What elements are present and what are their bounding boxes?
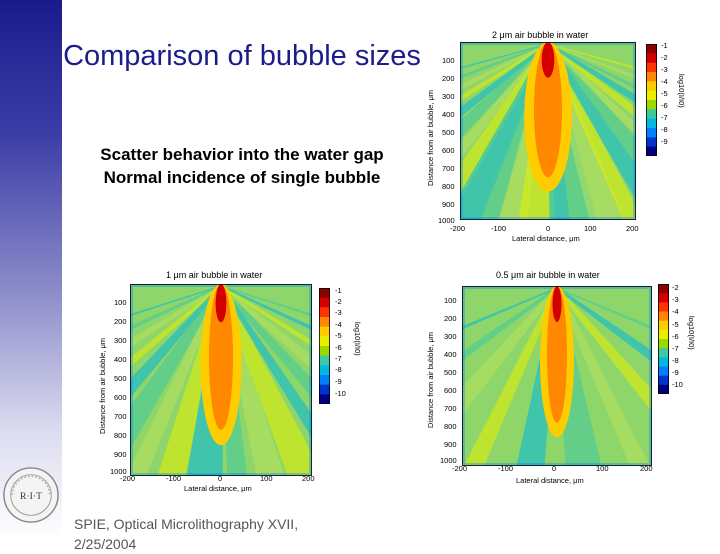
colorbar-segment (658, 339, 669, 349)
contour-plot-0-5um: 0.5 μm air bubble in water 100 200 300 4… (418, 266, 718, 498)
beam-inner (547, 286, 567, 423)
colorbar-segment (658, 293, 669, 303)
colorbar-label: log10(I/I0) (677, 74, 686, 108)
colorbar-segment (319, 394, 330, 404)
colorbar-segment (319, 288, 330, 299)
scatter-lobe (219, 286, 312, 398)
colorbar-segment (319, 346, 330, 357)
colorbar-segment (646, 44, 657, 54)
colorbar-segment (658, 357, 669, 367)
plot-frame (462, 286, 652, 466)
scatter-lobe (546, 44, 636, 167)
colorbar-segment (646, 62, 657, 73)
colorbar (319, 288, 330, 404)
rit-seal-logo: R·I·T (3, 467, 59, 523)
scatter-lobe (546, 44, 636, 118)
contour-plot-2um: 2 μm air bubble in water 100 200 300 400… (420, 28, 720, 248)
scatter-lobe (460, 44, 550, 160)
colorbar-segment (319, 307, 330, 318)
colorbar-segment (658, 302, 669, 312)
x-axis-label: Lateral distance, μm (184, 484, 252, 493)
scatter-lobe (546, 44, 636, 135)
scatter-lobe (462, 288, 559, 416)
scatter-lobe (546, 44, 636, 70)
scatter-lobe (462, 288, 559, 330)
scatter-lobe (219, 286, 312, 371)
scatter-lobe (219, 286, 312, 439)
colorbar-segment (319, 326, 330, 337)
colorbar-segment (319, 375, 330, 386)
bullet-2: Normal incidence of single bubble (103, 168, 381, 187)
colorbar-segment (658, 284, 669, 294)
scatter-lobe (219, 286, 312, 331)
colorbar (646, 44, 657, 156)
beam-core (552, 286, 562, 322)
colorbar-segment (319, 297, 330, 308)
colorbar-segment (658, 375, 669, 386)
colorbar-segment (646, 118, 657, 129)
colorbar-segment (646, 146, 657, 156)
colorbar-label: log10(I/I0) (687, 316, 696, 350)
colorbar-segment (646, 81, 657, 92)
colorbar-segment (646, 109, 657, 120)
colorbar-frame (646, 44, 657, 156)
x-axis-label: Lateral distance, μm (516, 476, 584, 485)
beam-core (541, 42, 555, 78)
footer-citation: SPIE, Optical Microlithography XVII, 2/2… (74, 514, 374, 554)
colorbar-segment (646, 128, 657, 138)
plot-title: 0.5 μm air bubble in water (496, 270, 600, 280)
colorbar-segment (646, 137, 657, 148)
colorbar-segment (658, 329, 669, 340)
left-gradient-bar (0, 0, 62, 540)
colorbar-segment (658, 348, 669, 358)
colorbar-segment (319, 384, 330, 395)
colorbar-segment (658, 311, 669, 322)
plot-frame (460, 42, 636, 220)
colorbar-segment (646, 90, 657, 101)
contour-plot-1um: 1 μm air bubble in water 100 200 300 400… (90, 266, 380, 496)
bullet-list: Scatter behavior into the water gap Norm… (62, 143, 422, 189)
colorbar-segment (646, 72, 657, 82)
contour-image (460, 42, 636, 220)
plot-frame (130, 284, 312, 476)
y-axis-label: Distance from air bubble, μm (426, 331, 435, 428)
colorbar-segment (319, 336, 330, 347)
colorbar-frame (319, 288, 330, 404)
scatter-lobe (464, 288, 559, 466)
colorbar-segment (319, 317, 330, 328)
scatter-lobe (555, 288, 652, 412)
footer-line-2: 2/25/2004 (74, 536, 137, 552)
scatter-lobe (546, 44, 636, 104)
scatter-lobe (130, 286, 223, 476)
colorbar-segment (319, 355, 330, 366)
scatter-lobe (546, 44, 636, 79)
beam-inner (534, 42, 562, 178)
plot-title: 2 μm air bubble in water (492, 30, 589, 40)
colorbar-segment (646, 100, 657, 110)
scatter-lobe (219, 286, 312, 347)
scatter-lobe (219, 286, 312, 476)
scatter-lobe (555, 288, 652, 330)
seal-text: R·I·T (20, 491, 42, 502)
y-axis-label: Distance from air bubble, μm (98, 337, 107, 434)
colorbar-segment (658, 366, 669, 377)
colorbar-segment (658, 384, 669, 394)
y-axis-label: Distance from air bubble, μm (426, 89, 435, 186)
footer-line-1: SPIE, Optical Microlithography XVII, (74, 516, 299, 532)
colorbar-frame (658, 284, 669, 394)
colorbar-segment (319, 365, 330, 376)
contour-image (130, 284, 312, 476)
colorbar (658, 284, 669, 394)
slide-title: Comparison of bubble sizes (63, 40, 421, 72)
contour-image (462, 286, 652, 466)
bullet-1: Scatter behavior into the water gap (100, 145, 384, 164)
x-axis-label: Lateral distance, μm (512, 234, 580, 243)
scatter-lobe (555, 288, 650, 466)
colorbar-segment (658, 320, 669, 331)
colorbar-label: log10(I/I0) (353, 322, 362, 356)
plot-title: 1 μm air bubble in water (166, 270, 263, 280)
beam-inner (209, 284, 233, 430)
colorbar-segment (646, 53, 657, 64)
beam-core (215, 284, 227, 323)
